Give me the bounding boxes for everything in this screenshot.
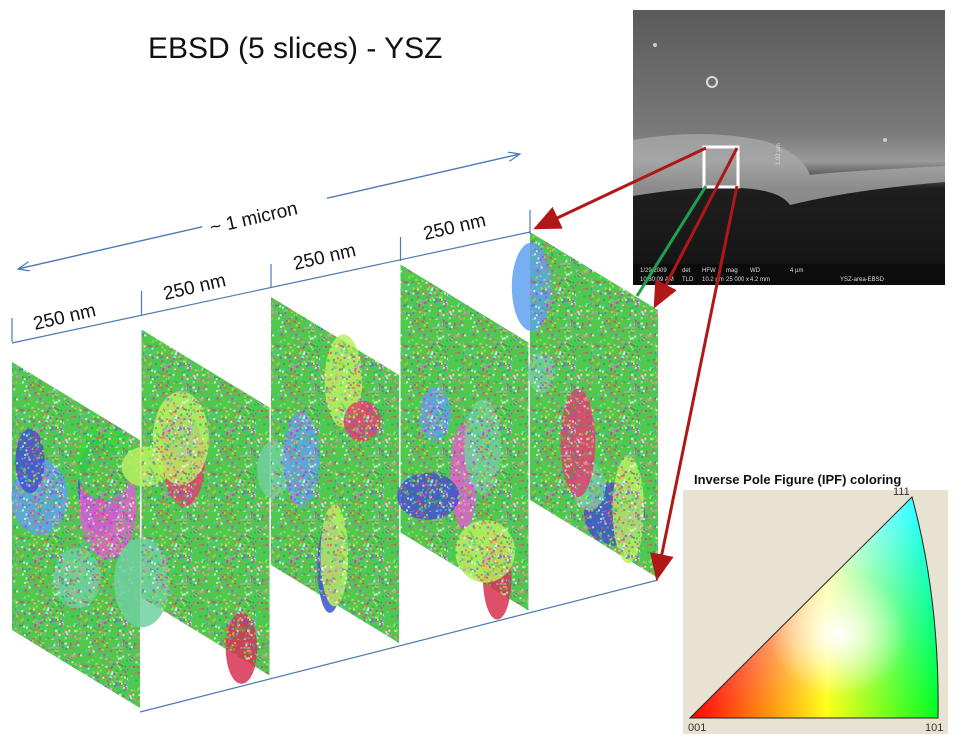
sem-info-bar xyxy=(633,264,945,285)
slice-texture xyxy=(12,362,140,708)
ipf-corner: 101 xyxy=(925,722,943,734)
slice-label: 250 nm xyxy=(31,300,97,335)
sem-info-text: YSZ-area-EBSD xyxy=(840,277,885,283)
slice-texture xyxy=(142,330,270,676)
sem-info-text: 25 000 x xyxy=(726,277,749,283)
ebsd-slice xyxy=(257,297,399,643)
slice-label: 250 nm xyxy=(161,270,227,305)
sem-scale: 1.02 µm xyxy=(776,143,782,165)
sem-info-text: 10.2 µm xyxy=(702,277,724,283)
ipf-title: Inverse Pole Figure (IPF) coloring xyxy=(694,472,901,487)
sem-info-text: WD xyxy=(750,268,761,274)
slice-label: 250 nm xyxy=(421,210,487,245)
slice-label: 250 nm xyxy=(291,240,357,275)
sem-info-text: TLD xyxy=(682,277,694,283)
sem-particle xyxy=(653,43,657,47)
ipf-corner: 001 xyxy=(688,722,706,734)
sem-info-text: 4 µm xyxy=(790,268,803,274)
page: {"title": "EBSD (5 slices) - YSZ", "span… xyxy=(0,0,966,734)
slide-title: EBSD (5 slices) - YSZ xyxy=(148,32,443,65)
sem-info-text: mag xyxy=(726,268,738,274)
sem-info-text: HFW xyxy=(702,268,716,274)
ebsd-slice xyxy=(12,362,141,708)
sem-particle xyxy=(883,138,887,142)
ebsd-slice xyxy=(397,265,528,620)
slices xyxy=(12,232,659,708)
slice-texture xyxy=(401,265,529,611)
slice-texture xyxy=(271,297,399,643)
diagram: EBSD (5 slices) - YSZ ~ 1 micron 250 nm2… xyxy=(0,0,966,734)
ipf-corner: 111 xyxy=(893,486,910,498)
sem-info-text: 4.2 mm xyxy=(750,277,770,283)
sem-image: 1.02 µm 1/29/200910:30:09 AMdetTLDHFW10.… xyxy=(633,10,945,285)
ipf-figure: 111 001 101 xyxy=(683,486,948,734)
sem-info-text: det xyxy=(682,268,691,274)
